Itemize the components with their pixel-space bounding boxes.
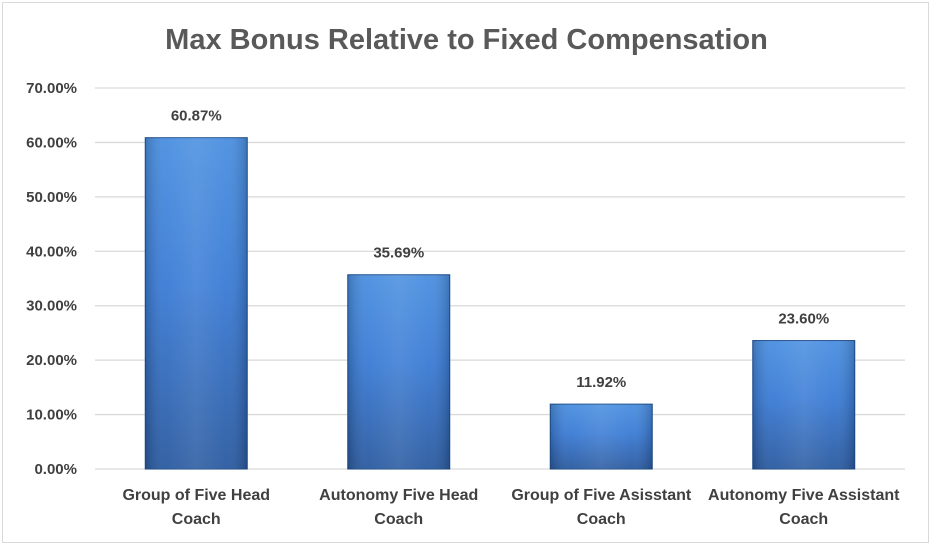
data-label: 23.60% (778, 311, 829, 328)
y-tick-label: 60.00% (26, 134, 77, 151)
y-axis-ticks: 0.00% 10.00% 20.00% 30.00% 40.00% 50.00% 60.00… (26, 80, 77, 478)
category-label: Group of Five Asisstant (511, 487, 692, 504)
bar-sheen (752, 340, 855, 469)
y-tick-label: 30.00% (26, 298, 77, 315)
category-label: Autonomy Five Head (319, 487, 478, 504)
data-label: 11.92% (576, 374, 626, 391)
x-axis-categories: Group of Five Head Coach Autonomy Five Hea… (122, 487, 900, 528)
chart-title: Max Bonus Relative to Fixed Compensation (165, 24, 768, 56)
category-label: Autonomy Five Assistant (708, 487, 900, 504)
data-label: 60.87% (171, 108, 222, 125)
category-label: Coach (374, 511, 423, 528)
category-label: Coach (577, 511, 626, 528)
category-label: Coach (779, 511, 828, 528)
y-tick-label: 50.00% (26, 189, 77, 206)
y-tick-label: 10.00% (26, 407, 77, 424)
category-label: Group of Five Head (122, 487, 270, 504)
y-tick-label: 20.00% (26, 352, 77, 369)
y-tick-label: 40.00% (26, 243, 77, 260)
data-labels: 60.87% 35.69% 11.92% 23.60% (171, 108, 829, 391)
y-tick-label: 0.00% (34, 461, 77, 478)
data-label: 35.69% (373, 245, 424, 262)
y-tick-label: 70.00% (26, 80, 77, 97)
bar-sheen (347, 274, 450, 469)
bar-sheen (145, 137, 248, 469)
bars (144, 137, 856, 470)
bar-sheen (550, 404, 653, 469)
category-label: Coach (172, 511, 221, 528)
